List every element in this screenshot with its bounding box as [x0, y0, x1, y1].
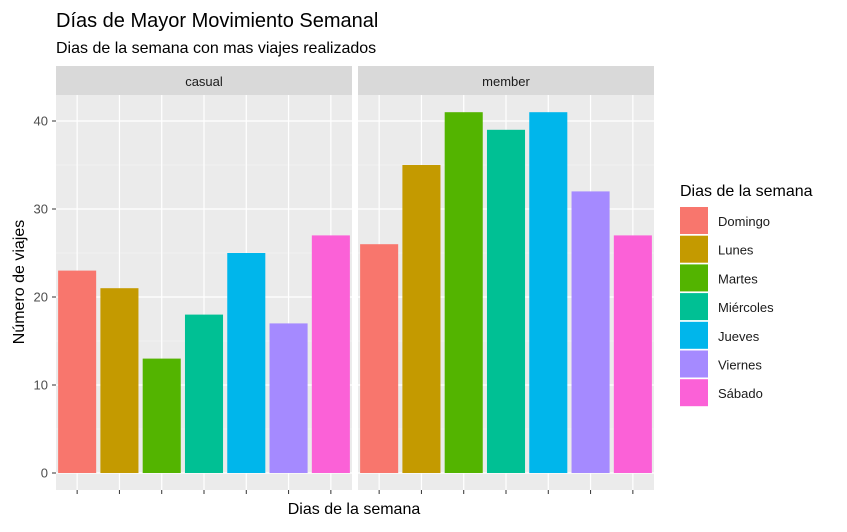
legend-label-Martes: Martes: [718, 271, 758, 286]
legend-key-Domingo: [680, 207, 708, 234]
legend-label-Sábado: Sábado: [718, 386, 763, 401]
bar-casual-Jueves: [227, 253, 266, 473]
legend-key-Martes: [680, 264, 708, 292]
chart-title: Días de Mayor Movimiento Semanal: [56, 10, 378, 32]
bar-member-Viernes: [571, 191, 610, 473]
legend: Dias de la semana Domingo Lunes Martes Miér…: [680, 183, 813, 407]
bar-casual-Sábado: [311, 235, 350, 473]
y-axis-label: Número de viajes: [11, 220, 28, 345]
bar-member-Martes: [444, 112, 483, 473]
legend-label-Domingo: Domingo: [718, 214, 770, 229]
y-tick-label: 10: [34, 378, 48, 393]
bar-casual-Domingo: [58, 270, 97, 473]
legend-label-Viernes: Viernes: [718, 358, 762, 373]
facet-panel-member: member: [358, 66, 654, 494]
facet-strip: [56, 66, 352, 95]
y-tick-label: 0: [41, 466, 48, 481]
bar-member-Jueves: [529, 112, 568, 473]
bar-casual-Martes: [142, 358, 181, 473]
legend-key-Sábado: [680, 379, 708, 407]
legend-key-Lunes: [680, 235, 708, 263]
facet-strip: [358, 66, 654, 95]
facet-label: member: [482, 74, 530, 89]
legend-key-Miércoles: [680, 293, 708, 321]
x-axis-label: Dias de la semana: [288, 501, 421, 518]
bar-member-Sábado: [613, 235, 652, 473]
bar-member-Domingo: [360, 244, 399, 473]
y-tick-label: 40: [34, 114, 48, 129]
bar-casual-Miércoles: [184, 314, 224, 473]
chart-subtitle: Dias de la semana con mas viajes realiza…: [56, 40, 376, 57]
bar-casual-Viernes: [269, 323, 308, 473]
legend-label-Lunes: Lunes: [718, 243, 754, 258]
y-axis: 0 10 20 30 40: [34, 114, 56, 481]
facet-label: casual: [185, 74, 223, 89]
bar-casual-Lunes: [100, 288, 139, 473]
legend-title: Dias de la semana: [680, 183, 813, 200]
legend-items: Domingo Lunes Martes Miércoles Jueves Viernes…: [680, 207, 774, 407]
y-tick-label: 20: [34, 290, 48, 305]
legend-label-Miércoles: Miércoles: [718, 300, 774, 315]
bar-member-Lunes: [402, 165, 441, 473]
legend-key-Jueves: [680, 321, 708, 349]
panels: casual member: [56, 66, 654, 494]
y-tick-label: 30: [34, 202, 48, 217]
legend-label-Jueves: Jueves: [718, 329, 760, 344]
bar-member-Miércoles: [486, 129, 526, 474]
facet-panel-casual: casual: [56, 66, 352, 494]
legend-key-Viernes: [680, 350, 708, 378]
